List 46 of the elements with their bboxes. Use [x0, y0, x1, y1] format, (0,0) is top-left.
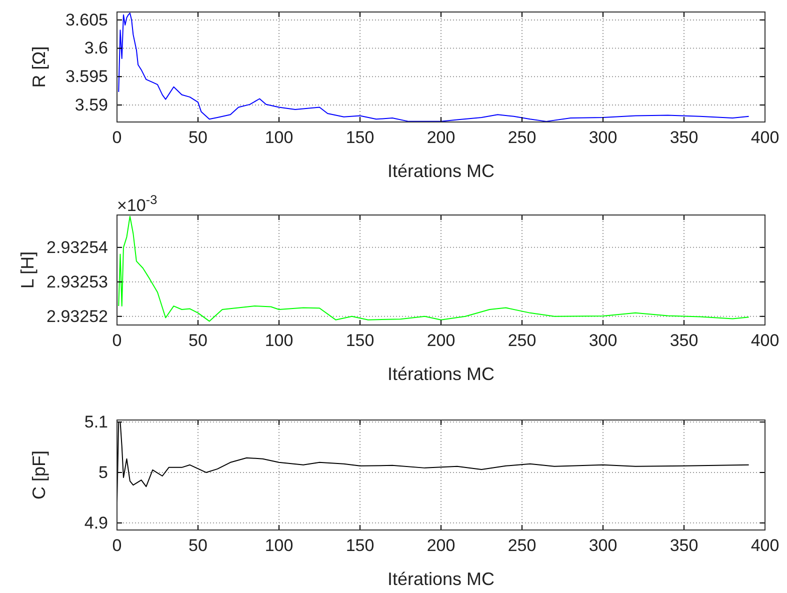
y-axis-title: R [Ω]	[29, 46, 49, 88]
x-tick-label: 0	[112, 536, 122, 556]
x-tick-label: 200	[426, 331, 456, 350]
x-tick-label: 400	[750, 128, 780, 148]
x-tick-label: 150	[346, 331, 374, 350]
text: ×10$^{-3}$	[117, 192, 158, 215]
x-tick-label: 100	[264, 128, 294, 148]
x-tick-label: 300	[588, 128, 618, 148]
y-tick-label: 4.9	[84, 513, 108, 532]
y-axis-title: L [H]	[18, 251, 38, 289]
y-tick-label: 3.6	[84, 38, 108, 58]
x-axis-title: Itérations MC	[387, 569, 495, 589]
y-tick-label: 3.605	[65, 10, 108, 30]
x-tick-label: 50	[188, 128, 208, 148]
y-tick-label: 5.1	[84, 412, 108, 432]
x-tick-label: 100	[264, 536, 294, 556]
y-tick-label: 3.59	[74, 95, 108, 114]
y-tick-label: 2.93252	[46, 306, 108, 326]
x-tick-label: 200	[426, 128, 456, 148]
x-axis-title: Itérations MC	[387, 364, 495, 384]
x-axis-title: Itérations MC	[387, 161, 495, 181]
x-tick-label: 350	[670, 536, 698, 556]
x-tick-label: 150	[346, 536, 374, 556]
x-tick-label: 0	[112, 331, 122, 350]
x-tick-label: 100	[264, 331, 294, 350]
y-tick-label: 3.595	[65, 67, 108, 86]
y-axis-title: C [pF]	[29, 450, 49, 500]
x-tick-label: 300	[588, 536, 618, 556]
x-tick-label: 50	[188, 536, 208, 556]
x-tick-label: 250	[508, 536, 536, 556]
x-tick-label: 400	[750, 536, 780, 556]
x-tick-label: 250	[508, 128, 536, 148]
y-tick-label: 5	[98, 462, 108, 482]
x-tick-label: 400	[750, 331, 780, 350]
x-tick-label: 0	[112, 128, 122, 148]
x-tick-label: 250	[508, 331, 536, 350]
x-tick-label: 200	[426, 536, 456, 556]
x-tick-label: 350	[670, 331, 698, 350]
x-tick-label: 150	[346, 128, 374, 148]
x-tick-label: 300	[588, 331, 618, 350]
line-series	[118, 216, 750, 322]
y-tick-label: 2.93253	[46, 272, 108, 292]
x-tick-label: 350	[670, 128, 698, 148]
y-tick-label: 2.93254	[46, 238, 108, 257]
line-series	[118, 12, 750, 122]
x-tick-label: 50	[188, 331, 208, 350]
